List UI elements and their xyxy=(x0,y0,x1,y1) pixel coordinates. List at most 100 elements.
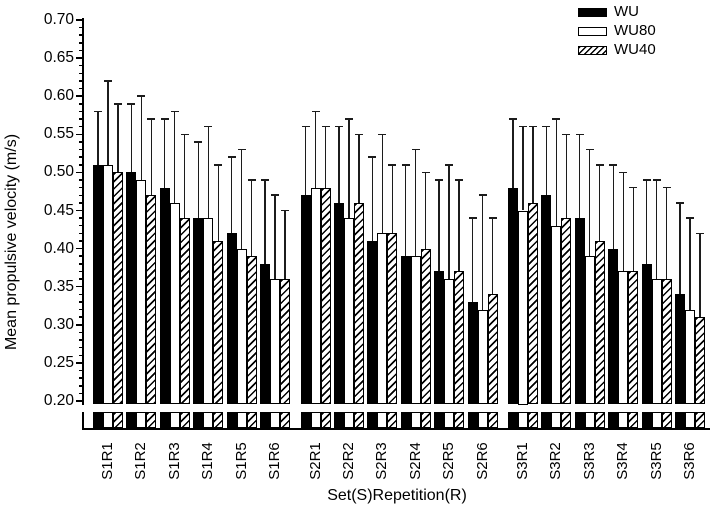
bar-break-stub-wu40-s1r1 xyxy=(113,411,123,428)
error-bar-cap-wu40-s2r1 xyxy=(321,125,330,128)
error-bar-cap-wu40-s1r3 xyxy=(180,133,189,136)
x-axis-tick-label-s3r1: S3R1 xyxy=(514,442,531,480)
error-bar-wu40-s2r1 xyxy=(324,126,327,188)
y-axis-minor-tick xyxy=(79,240,84,242)
error-bar-cap-wu-s1r6 xyxy=(261,179,269,181)
y-axis-tick-label: 0.50 xyxy=(43,163,74,181)
bar-break-stub-wu80-s3r3 xyxy=(584,411,595,428)
bar-wu-s3r6 xyxy=(675,294,685,405)
error-bar-cap-wu-s2r6 xyxy=(468,217,477,219)
legend-label-wu: WU xyxy=(614,3,639,20)
error-bar-wu-s1r6 xyxy=(264,180,266,264)
bar-break-stub-wu-s3r4 xyxy=(608,411,619,428)
x-axis-tick-label-s1r1: S1R1 xyxy=(99,442,116,480)
x-axis-tick-label-s2r2: S2R2 xyxy=(339,442,357,480)
bar-break-stub-wu-s2r6 xyxy=(467,411,478,428)
bar-wu-s3r4 xyxy=(608,248,619,405)
error-bar-wu-s2r1 xyxy=(304,126,307,196)
bar-wu-s3r2 xyxy=(541,195,552,405)
error-bar-cap-wu-s3r4 xyxy=(609,163,618,166)
bar-wu40-s3r2 xyxy=(561,218,572,405)
bar-wu-s1r4 xyxy=(193,218,204,405)
y-axis-major-tick xyxy=(76,324,84,326)
error-bar-wu80-s1r2 xyxy=(140,96,143,180)
error-bar-cap-wu40-s1r1 xyxy=(114,103,122,105)
bar-break-stub-wu40-s2r6 xyxy=(487,411,498,428)
y-axis-minor-tick xyxy=(79,87,84,90)
error-bar-wu-s2r4 xyxy=(405,164,407,257)
bar-break-stub-wu-s3r2 xyxy=(541,411,552,428)
y-axis-line xyxy=(82,18,84,405)
error-bar-wu40-s1r5 xyxy=(250,180,253,257)
error-bar-cap-wu40-s3r6 xyxy=(696,232,704,235)
y-axis-tick-label: 0.60 xyxy=(43,87,74,105)
bar-wu40-s1r3 xyxy=(179,218,190,405)
error-bar-wu-s2r3 xyxy=(371,157,373,241)
bar-break-stub-wu40-s3r5 xyxy=(661,411,672,428)
bar-wu40-s2r5 xyxy=(454,271,465,405)
error-bar-cap-wu40-s2r3 xyxy=(388,163,397,166)
error-bar-wu-s3r6 xyxy=(679,202,681,295)
bar-wu80-s2r3 xyxy=(377,233,388,405)
error-bar-cap-wu-s3r1 xyxy=(509,118,517,120)
bar-wu80-s1r1 xyxy=(103,164,113,405)
error-bar-cap-wu80-s2r5 xyxy=(445,163,454,166)
y-axis-minor-tick xyxy=(79,339,84,341)
bar-wu-s3r1 xyxy=(508,187,518,405)
error-bar-cap-wu40-s2r4 xyxy=(421,171,430,174)
x-axis-title: Set(S)Repetition(R) xyxy=(327,487,467,504)
bar-break-stub-wu-s2r1 xyxy=(300,411,311,428)
y-axis-minor-tick xyxy=(79,42,84,44)
bar-wu-s2r2 xyxy=(333,202,344,405)
error-bar-wu40-s3r1 xyxy=(532,126,534,203)
error-bar-cap-wu80-s3r3 xyxy=(585,148,594,151)
y-axis-tick-label: 0.20 xyxy=(43,392,74,409)
error-bar-wu40-s2r6 xyxy=(491,218,494,295)
error-bar-wu80-s2r5 xyxy=(448,164,450,280)
error-bar-wu40-s1r4 xyxy=(217,164,219,241)
error-bar-wu80-s2r1 xyxy=(314,111,317,188)
error-bar-wu80-s2r3 xyxy=(381,134,383,234)
bar-wu80-s1r3 xyxy=(169,202,180,405)
bar-wu40-s1r1 xyxy=(113,172,123,405)
bar-wu-s1r2 xyxy=(126,172,137,405)
error-bar-wu40-s3r6 xyxy=(699,233,701,318)
error-bar-wu-s2r6 xyxy=(471,218,474,302)
x-axis-line xyxy=(82,427,710,430)
error-bar-cap-wu80-s2r4 xyxy=(411,148,420,151)
y-axis-tick-label: 0.65 xyxy=(43,49,74,67)
y-axis-minor-tick xyxy=(79,293,84,296)
bar-wu40-s3r5 xyxy=(661,279,672,405)
error-bar-wu80-s2r6 xyxy=(481,195,484,310)
bar-wu80-s3r4 xyxy=(618,271,629,405)
bar-break-stub-wu40-s3r6 xyxy=(695,411,705,428)
bar-break-stub-wu40-s3r3 xyxy=(594,411,605,428)
bar-wu-s3r3 xyxy=(574,218,585,405)
error-bar-cap-wu-s1r3 xyxy=(160,118,169,120)
y-axis-minor-tick xyxy=(79,331,84,334)
y-axis-minor-tick xyxy=(79,156,84,158)
y-axis-minor-tick xyxy=(79,186,84,189)
y-axis-minor-tick xyxy=(79,125,84,128)
error-bar-wu40-s3r5 xyxy=(665,187,668,280)
x-axis-tick-label-s1r2: S1R2 xyxy=(132,442,150,480)
y-axis-minor-tick xyxy=(79,385,84,387)
bar-wu80-s3r3 xyxy=(584,256,595,405)
bar-wu80-s2r4 xyxy=(410,256,421,405)
bar-wu-s2r1 xyxy=(300,195,311,405)
error-bar-wu40-s2r2 xyxy=(358,134,360,203)
error-bar-wu40-s2r5 xyxy=(458,180,460,272)
x-axis-tick-label-s2r3: S2R3 xyxy=(373,442,391,480)
error-bar-cap-wu80-s1r3 xyxy=(170,110,179,113)
bar-wu80-s2r5 xyxy=(444,279,455,405)
error-bar-cap-wu40-s1r5 xyxy=(247,179,256,181)
error-bar-wu-s1r2 xyxy=(130,103,133,173)
x-axis-tick-label-s2r4: S2R4 xyxy=(406,442,424,480)
y-axis-minor-tick xyxy=(79,354,84,357)
bar-wu40-s1r5 xyxy=(246,256,257,405)
y-axis-tick-label: 0.25 xyxy=(43,353,74,371)
bar-break-stub-wu40-s1r3 xyxy=(179,411,190,428)
bar-wu80-s2r2 xyxy=(343,218,354,405)
y-axis-minor-tick xyxy=(79,270,84,273)
y-axis-major-tick xyxy=(76,95,84,97)
